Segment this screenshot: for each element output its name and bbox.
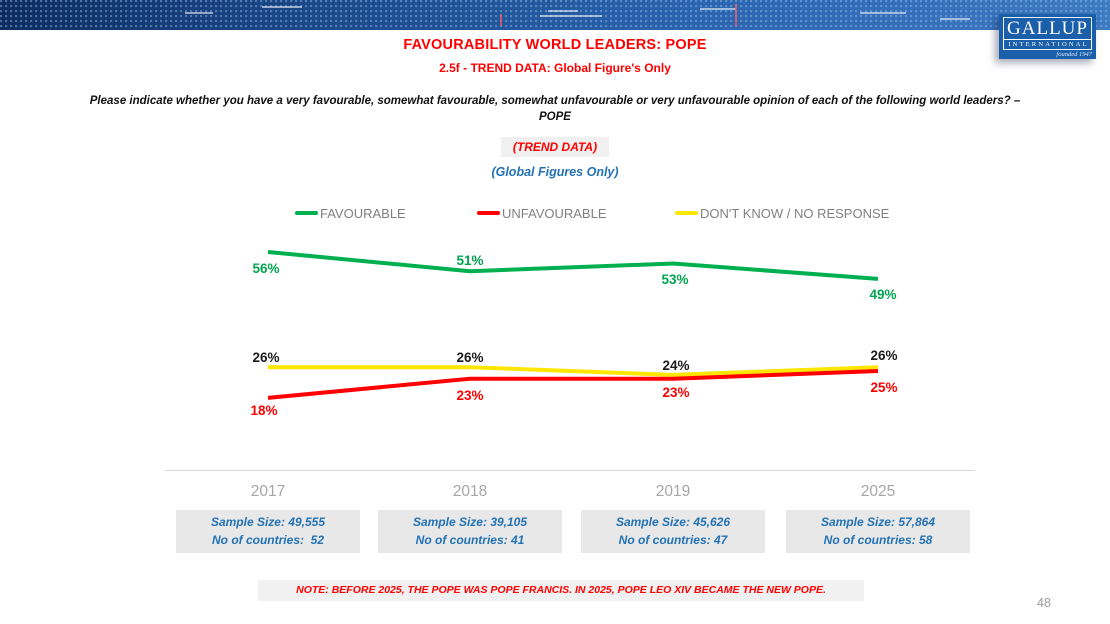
x-axis-label-2025: 2025: [860, 483, 896, 500]
page-subtitle: 2.5f - TREND DATA: Global Figure's Only: [439, 61, 671, 75]
gallup-logo: GALLUP INTERNATIONAL founded 1947: [999, 14, 1096, 59]
countries-text: No of countries: 47: [618, 533, 728, 547]
series-line-1: [267, 369, 879, 400]
top-banner: [0, 0, 1110, 30]
legend-label: DON'T KNOW / NO RESPONSE: [700, 205, 890, 221]
decoration-speck: [940, 18, 970, 20]
x-axis-label-2017: 2017: [250, 483, 286, 500]
legend-label: UNFAVOURABLE: [502, 205, 607, 221]
survey-question-line1: Please indicate whether you have a very …: [89, 95, 1021, 107]
series-line-0: [267, 250, 879, 281]
legend-item-unfavourable: UNFAVOURABLE: [477, 205, 607, 221]
data-label: 49%: [869, 286, 897, 302]
global-figures-label: (Global Figures Only): [491, 165, 619, 179]
decoration-speck: [185, 12, 213, 14]
decoration-speck: [540, 15, 602, 17]
decoration-speck: [860, 12, 906, 14]
x-axis-line: [165, 470, 975, 471]
decoration-speck: [700, 8, 736, 10]
page-title: FAVOURABILITY WORLD LEADERS: POPE: [403, 37, 707, 53]
survey-question: Please indicate whether you have a very …: [55, 93, 1055, 125]
legend-swatch: [675, 211, 698, 215]
sample-box-2018: Sample Size: 39,105 No of countries: 41: [378, 510, 562, 553]
legend-item-favourable: FAVOURABLE: [295, 205, 406, 221]
series-line-2: [268, 365, 879, 377]
page-number: 48: [1037, 596, 1051, 610]
trend-data-badge: (TREND DATA): [500, 137, 610, 157]
data-label: 18%: [250, 402, 278, 418]
data-label: 26%: [870, 348, 898, 364]
logo-founded: founded 1947: [1056, 51, 1092, 58]
trend-data-badge-row: (TREND DATA): [0, 137, 1110, 157]
sample-box-2025: Sample Size: 57,864 No of countries: 58: [786, 510, 970, 553]
legend-label: FAVOURABLE: [320, 205, 406, 221]
logo-wordmark: GALLUP: [1003, 17, 1092, 39]
decoration-speck: [500, 14, 502, 26]
sample-box-2019: Sample Size: 45,626 No of countries: 47: [581, 510, 765, 553]
data-label: 56%: [252, 261, 280, 276]
x-axis-label-2019: 2019: [655, 483, 691, 500]
data-label: 23%: [662, 384, 690, 400]
data-label: 53%: [661, 271, 689, 287]
legend-item-dont-know: DON'T KNOW / NO RESPONSE: [675, 205, 889, 221]
logo-subtitle: INTERNATIONAL: [1003, 39, 1092, 50]
data-label: 23%: [456, 387, 484, 403]
legend-swatch: [295, 211, 318, 215]
data-label: 26%: [252, 350, 280, 366]
x-axis-label-2018: 2018: [452, 483, 488, 500]
decoration-speck: [548, 10, 578, 12]
countries-text: No of countries: 58: [823, 533, 933, 547]
decoration-speck: [735, 4, 737, 26]
data-label: 25%: [870, 380, 898, 396]
sample-size-text: Sample Size: 45,626: [615, 515, 731, 529]
data-label: 24%: [662, 357, 690, 373]
legend-swatch: [477, 211, 500, 215]
countries-text: No of countries: 52: [211, 533, 324, 547]
sample-size-text: Sample Size: 49,555: [210, 515, 326, 529]
sample-box-2017: Sample Size: 49,555 No of countries: 52: [176, 510, 360, 553]
decoration-speck: [262, 6, 302, 8]
survey-question-line2: POPE: [539, 111, 571, 123]
sample-size-text: Sample Size: 57,864: [820, 515, 936, 529]
footnote: NOTE: BEFORE 2025, THE POPE WAS POPE FRA…: [258, 580, 864, 601]
data-label: 51%: [456, 253, 484, 269]
sample-size-text: Sample Size: 39,105: [412, 515, 528, 529]
countries-text: No of countries: 41: [415, 533, 525, 547]
data-label: 26%: [456, 350, 484, 366]
